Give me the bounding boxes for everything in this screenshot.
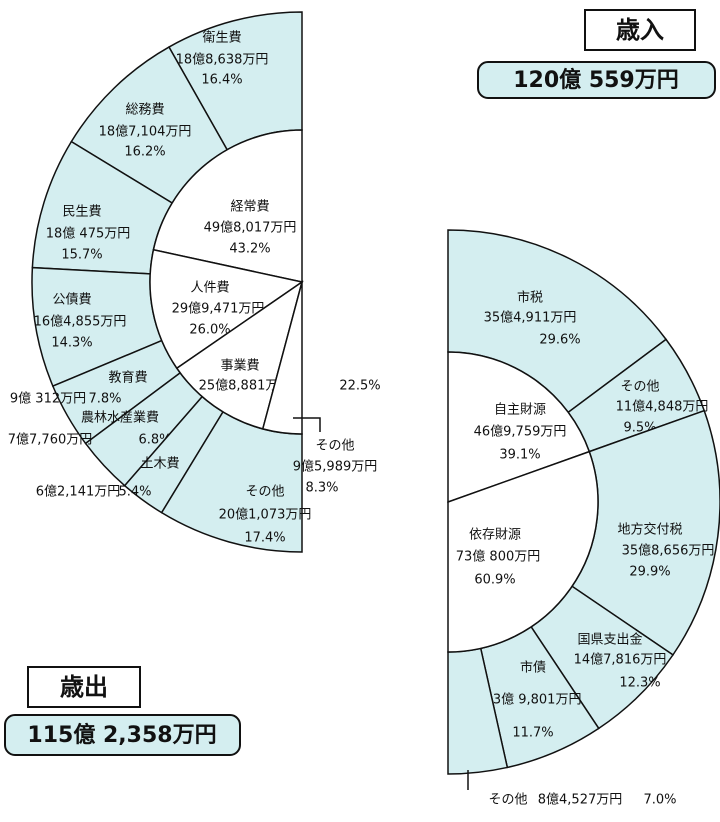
slice-percent: 43.2% bbox=[229, 242, 270, 257]
slice-amount: 29億9,471万円 bbox=[172, 301, 265, 317]
slice-percent: 22.5% bbox=[339, 379, 380, 394]
slice-percent: 26.0% bbox=[189, 323, 230, 338]
title-box bbox=[27, 666, 141, 708]
slice-name: 土木費 bbox=[140, 457, 179, 472]
slice-name: 市債 bbox=[520, 660, 546, 676]
slice-amount: 9億5,989万円 bbox=[293, 459, 378, 475]
total-box bbox=[477, 61, 716, 99]
slice-amount: 18億7,104万円 bbox=[99, 124, 192, 140]
slice-amount: 9億 312万円 bbox=[10, 391, 86, 407]
slice-amount: 35億8,656万円 bbox=[622, 543, 715, 559]
slice-amount: 13億 9,801万円 bbox=[485, 692, 582, 708]
slice-name: 国県支出金 bbox=[577, 632, 642, 648]
slice-name: 市税 bbox=[517, 290, 543, 306]
slice-amount: 6億2,141万円 bbox=[36, 484, 121, 500]
inner-slice bbox=[447, 351, 591, 504]
chart-total: 120億 559万円 bbox=[513, 67, 679, 93]
slice-amount: 14億7,816万円 bbox=[574, 652, 667, 668]
chart-total: 115億 2,358万円 bbox=[27, 722, 216, 748]
slice-name: 農林水産業費 bbox=[81, 410, 159, 426]
slice-amount: 18億 475万円 bbox=[46, 226, 131, 242]
slice-name: 地方交付税 bbox=[617, 522, 682, 538]
slice-percent: 12.3% bbox=[619, 676, 660, 691]
slice-name: 総務費 bbox=[125, 103, 164, 118]
slice-name: 民生費 bbox=[62, 205, 101, 220]
slice-name: その他 bbox=[488, 793, 527, 808]
slice-percent: 29.6% bbox=[539, 333, 580, 348]
slice-amount: 7億7,760万円 bbox=[8, 432, 93, 448]
slice-percent: 5.4% bbox=[118, 485, 151, 500]
chart-title: 歳出 bbox=[60, 673, 108, 701]
slice-amount: 73億 800万円 bbox=[456, 549, 541, 565]
slice-name: 依存財源 bbox=[469, 528, 521, 543]
inner-slice bbox=[261, 281, 303, 435]
slice-name: 自主財源 bbox=[494, 403, 546, 418]
slice-amount: 20億1,073万円 bbox=[219, 507, 312, 523]
slice-amount: 11億4,848万円 bbox=[616, 399, 709, 415]
slice-percent: 15.7% bbox=[61, 248, 102, 263]
slice-percent: 60.9% bbox=[474, 573, 515, 588]
slice-name: その他 bbox=[245, 485, 284, 500]
slice-name: 人件費 bbox=[190, 281, 229, 296]
slice-name: 教育費 bbox=[108, 370, 147, 386]
slice-amount: 46億9,759万円 bbox=[474, 424, 567, 440]
slice-amount: 8億4,527万円 bbox=[538, 792, 623, 808]
slice-percent: 14.3% bbox=[51, 336, 92, 351]
slice-amount: 35億4,911万円 bbox=[484, 310, 577, 326]
slice-amount: 49億8,017万円 bbox=[204, 220, 297, 236]
slice-amount: 18億8,638万円 bbox=[176, 52, 269, 68]
inner-slice bbox=[152, 129, 303, 283]
slice-amount: 25億8,881万円 bbox=[199, 378, 292, 394]
slice-percent: 39.1% bbox=[499, 448, 540, 463]
slice-name: その他 bbox=[620, 380, 659, 395]
slice-percent: 11.7% bbox=[512, 726, 553, 741]
slice-percent: 7.0% bbox=[643, 793, 676, 808]
slice-percent: 16.4% bbox=[201, 73, 242, 88]
inner-slice bbox=[447, 450, 599, 653]
slice-name: 経常費 bbox=[230, 200, 269, 215]
slice-percent: 16.2% bbox=[124, 145, 165, 160]
slice-percent: 29.9% bbox=[629, 565, 670, 580]
slice-percent: 7.8% bbox=[88, 392, 121, 407]
slice-name: 衛生費 bbox=[202, 31, 241, 46]
total-box bbox=[4, 714, 241, 756]
title-box bbox=[584, 9, 696, 51]
slice-name: 事業費 bbox=[220, 358, 259, 374]
slice-name: 公債費 bbox=[52, 293, 91, 308]
slice-percent: 8.3% bbox=[305, 481, 338, 496]
slice-name: その他 bbox=[315, 439, 354, 454]
leader-line bbox=[293, 417, 321, 432]
chart-title: 歳入 bbox=[616, 16, 664, 44]
slice-percent: 17.4% bbox=[244, 531, 285, 546]
slice-amount: 16億4,855万円 bbox=[34, 314, 127, 330]
